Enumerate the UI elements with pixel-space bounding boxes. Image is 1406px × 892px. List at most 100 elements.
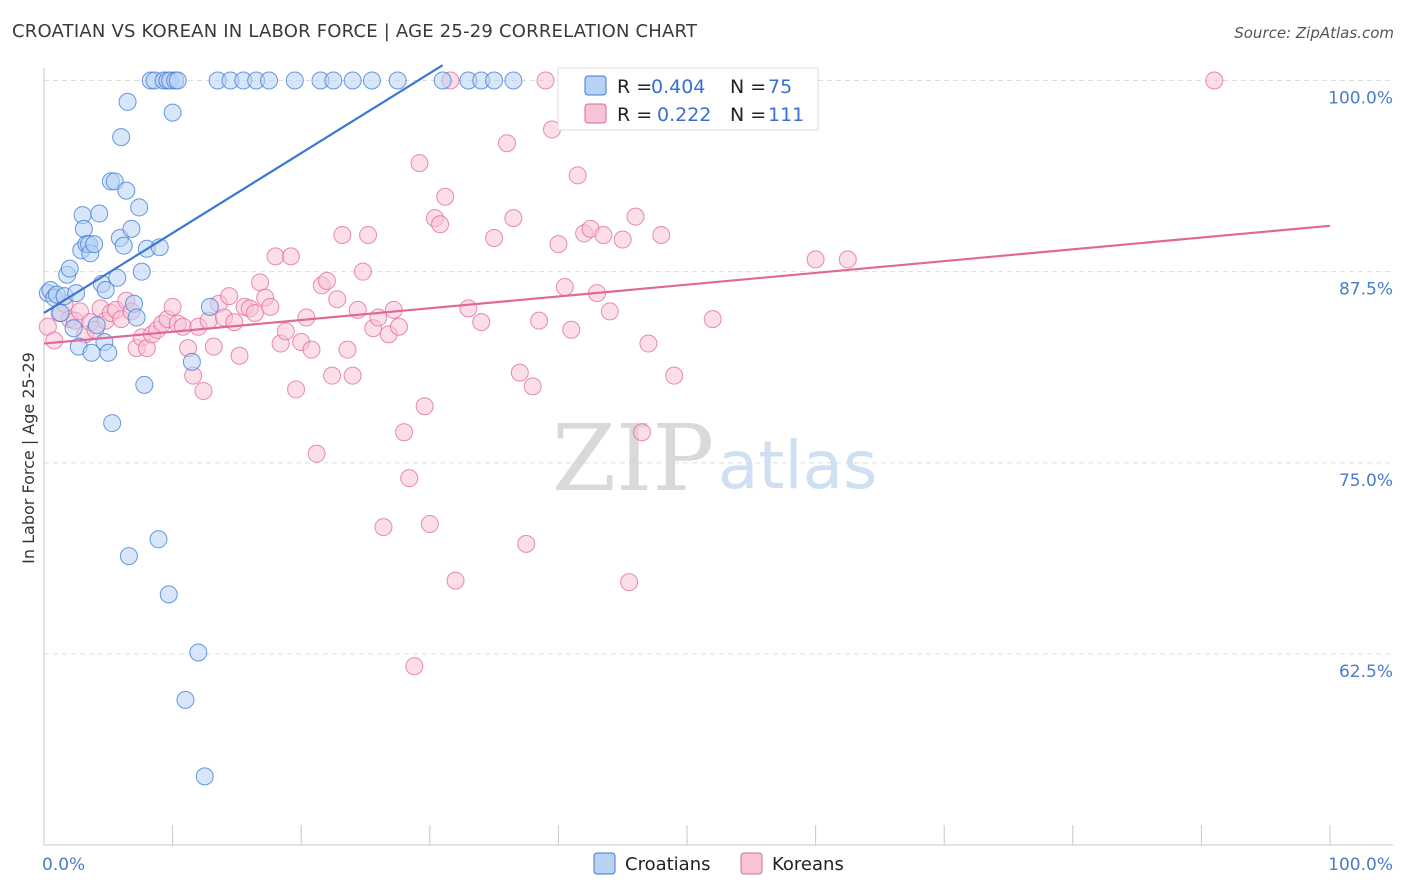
croatians-point-67 — [362, 71, 381, 90]
koreans-point-94 — [568, 166, 587, 185]
series-swatch-croatians — [593, 852, 616, 875]
croatians-point-65 — [324, 71, 343, 90]
croatians-point-66 — [343, 71, 362, 90]
koreans-point-72 — [410, 154, 429, 173]
croatians-point-63 — [285, 71, 304, 90]
croatians-point-53 — [176, 690, 195, 709]
croatians-point-68 — [388, 71, 407, 90]
koreans-point-35 — [220, 287, 239, 306]
croatians-point-69 — [433, 71, 452, 90]
croatians-point-7 — [60, 259, 79, 278]
koreans-point-110 — [1205, 71, 1224, 90]
koreans-point-92 — [555, 277, 574, 296]
koreans-points — [38, 71, 1224, 676]
x-tick-label-min: 0.0% — [42, 855, 85, 875]
koreans-point-36 — [225, 313, 244, 332]
koreans-point-98 — [594, 225, 613, 244]
legend-n-value-koreans: 111 — [768, 104, 804, 126]
croatians-point-4 — [51, 303, 70, 322]
legend-r-value-croatians: 0.404 — [651, 76, 705, 98]
croatians-point-54 — [182, 352, 201, 371]
croatians-point-33 — [118, 92, 137, 111]
croatians-point-39 — [132, 262, 151, 281]
legend-n-label-koreans: N = — [730, 104, 766, 126]
koreans-point-46 — [276, 322, 295, 341]
koreans-point-56 — [328, 290, 347, 309]
koreans-point-104 — [639, 334, 658, 353]
koreans-point-52 — [307, 444, 326, 463]
koreans-point-54 — [317, 271, 336, 290]
croatians-trend-line — [43, 64, 444, 314]
koreans-point-30 — [194, 381, 213, 400]
croatians-point-34 — [119, 547, 138, 566]
croatians-point-28 — [108, 268, 127, 287]
croatians-point-44 — [149, 530, 168, 549]
koreans-point-91 — [549, 235, 568, 254]
croatians-point-26 — [103, 414, 122, 433]
koreans-point-40 — [245, 303, 264, 322]
koreans-point-87 — [523, 377, 542, 396]
koreans-point-103 — [632, 423, 651, 442]
croatians-point-57 — [200, 297, 219, 316]
koreans-point-32 — [204, 337, 223, 356]
koreans-point-88 — [530, 311, 549, 330]
koreans-point-79 — [446, 571, 465, 590]
croatians-point-32 — [117, 181, 136, 200]
series-label-koreans: Koreans — [772, 854, 844, 875]
croatians-point-35 — [122, 219, 141, 238]
koreans-point-77 — [436, 187, 455, 206]
croatians-point-19 — [87, 316, 106, 335]
koreans-point-61 — [353, 262, 372, 281]
koreans-point-109 — [838, 250, 857, 269]
koreans-trend-line — [43, 224, 1331, 345]
koreans-point-24 — [163, 297, 182, 316]
watermark-zip: ZIP — [552, 405, 714, 512]
koreans-point-85 — [510, 363, 529, 382]
koreans-point-84 — [504, 209, 523, 228]
legend-r-label-croatians: R = — [617, 76, 652, 98]
croatians-point-52 — [168, 71, 187, 90]
koreans-point-58 — [338, 340, 357, 359]
koreans-point-100 — [613, 230, 632, 249]
koreans-point-26 — [173, 317, 192, 336]
koreans-point-50 — [297, 308, 316, 327]
koreans-point-59 — [343, 366, 362, 385]
croatians-point-56 — [195, 767, 214, 786]
koreans-point-74 — [420, 515, 439, 534]
koreans-point-43 — [261, 297, 280, 316]
legend-swatch-croatians — [584, 75, 607, 96]
chart-title: CROATIAN VS KOREAN IN LABOR FORCE | AGE … — [12, 21, 698, 42]
trend-lines — [43, 64, 1331, 345]
koreans-point-82 — [485, 229, 504, 248]
croatians-point-37 — [127, 308, 146, 327]
grid-lines — [44, 80, 1393, 655]
croatians-point-13 — [74, 219, 93, 238]
koreans-point-105 — [652, 225, 671, 244]
croatians-point-73 — [504, 71, 523, 90]
koreans-point-48 — [287, 380, 306, 399]
koreans-point-101 — [620, 573, 639, 592]
koreans-point-69 — [395, 423, 414, 442]
series-swatch-koreans — [740, 852, 763, 875]
y-tick-label-3: 62.5% — [1339, 662, 1393, 682]
croatians-point-8 — [64, 319, 83, 338]
koreans-point-80 — [459, 299, 478, 318]
koreans-point-51 — [302, 340, 321, 359]
y-tick-label-0: 100.0% — [1328, 89, 1393, 109]
x-tick-label-max: 100.0% — [1328, 855, 1393, 875]
croatians-point-24 — [99, 343, 118, 362]
y-axis-label: In Labor Force | Age 25-29 — [19, 352, 38, 564]
legend-r-label-koreans: R = — [617, 104, 652, 126]
croatians-points — [38, 71, 523, 786]
watermark-atlas: atlas — [718, 427, 878, 504]
croatians-point-18 — [85, 235, 104, 254]
croatians-point-20 — [90, 204, 109, 223]
series-label-croatians: Croatians — [625, 854, 711, 875]
axes — [43, 68, 1393, 846]
koreans-point-86 — [517, 534, 536, 553]
chart-source: Source: ZipAtlas.com — [1234, 24, 1394, 42]
croatians-point-38 — [130, 198, 149, 217]
koreans-point-76 — [431, 215, 450, 234]
y-tick-label-2: 75.0% — [1339, 471, 1393, 491]
